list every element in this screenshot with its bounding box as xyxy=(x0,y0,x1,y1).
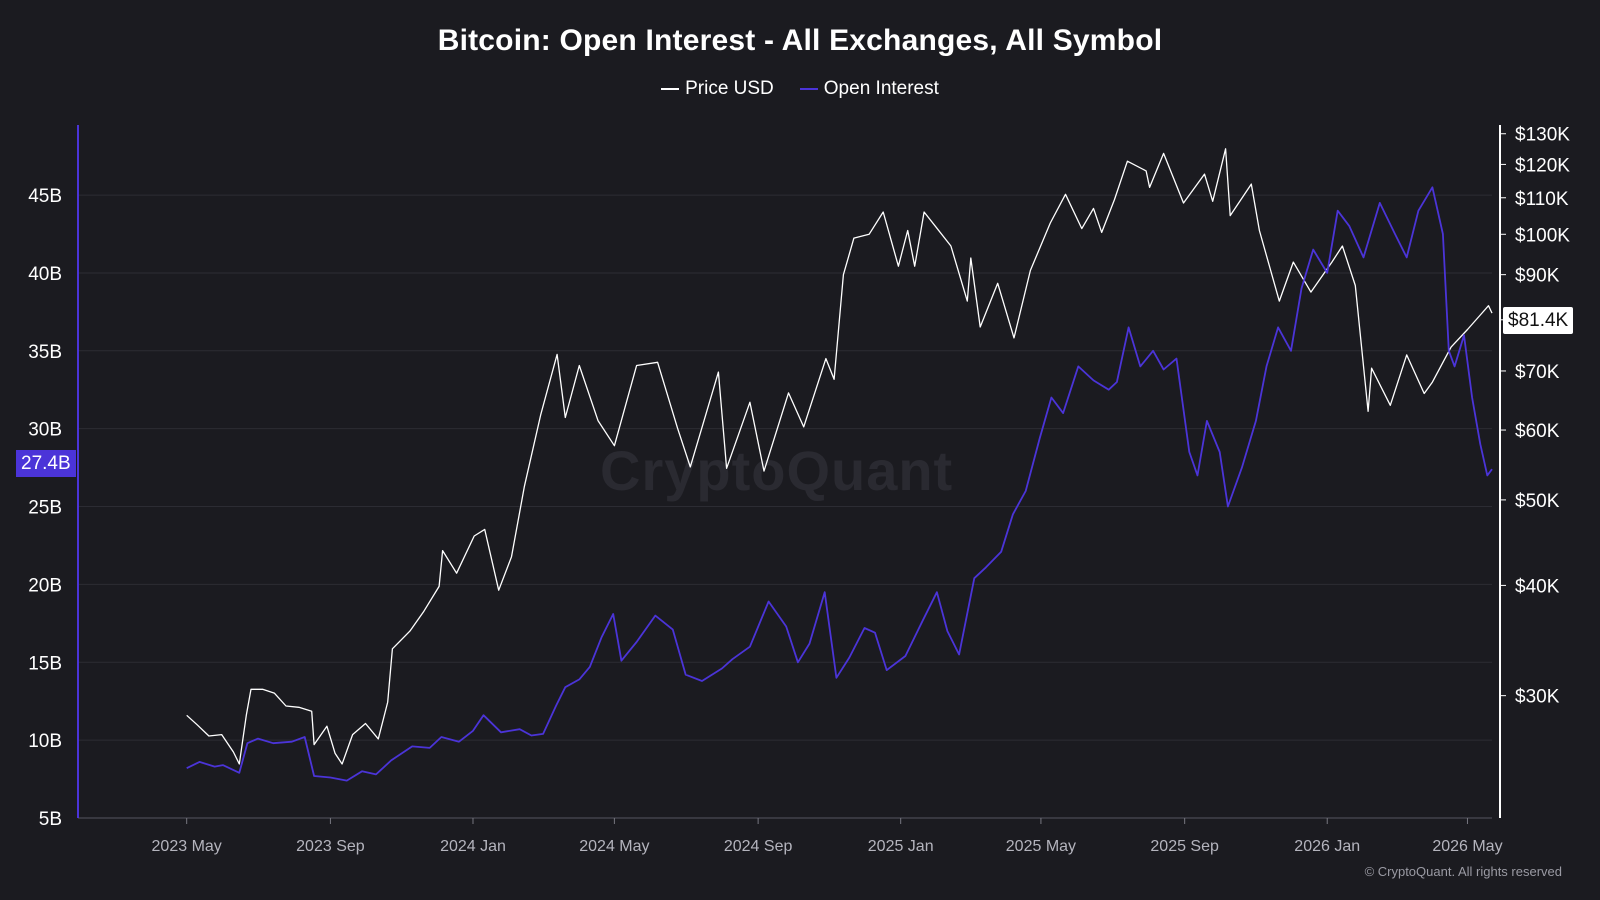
open-interest-line xyxy=(186,186,1493,782)
y-right-tick-label: $110K xyxy=(1515,189,1569,210)
chart-legend: Price USD Open Interest xyxy=(0,78,1600,100)
x-tick-label: 2025 Sep xyxy=(1150,838,1219,855)
grid-lines xyxy=(78,194,1492,819)
watermark: CryptoQuant xyxy=(600,439,954,502)
x-tick-label: 2025 May xyxy=(1006,838,1076,855)
y-right-axis: $30K$40K$50K$60K$70K$80K$90K$100K$110K$1… xyxy=(1499,125,1570,818)
x-tick-label: 2025 Jan xyxy=(868,838,934,855)
y-right-tick-label: $40K xyxy=(1515,576,1560,597)
x-tick-label: 2023 May xyxy=(152,838,222,855)
series-layer xyxy=(186,148,1493,782)
y-left-tick-label: 45B xyxy=(28,186,62,207)
y-right-tick-label: $100K xyxy=(1515,225,1570,246)
y-right-tick-label: $90K xyxy=(1515,266,1560,287)
legend-swatch-price xyxy=(661,88,680,90)
x-tick-label: 2023 Sep xyxy=(296,838,365,855)
y-right-tick-label: $30K xyxy=(1515,687,1560,708)
legend-item-open-interest[interactable]: Open Interest xyxy=(799,78,939,100)
chart-title: Bitcoin: Open Interest - All Exchanges, … xyxy=(437,24,1163,57)
y-left-tick-label: 30B xyxy=(28,420,62,441)
y-right-tick-label: $130K xyxy=(1515,125,1570,146)
x-tick-label: 2024 Jan xyxy=(440,838,506,855)
y-right-tick-label: $50K xyxy=(1515,491,1560,512)
y-left-tick-label: 5B xyxy=(39,809,62,830)
y-left-tick-label: 35B xyxy=(28,342,62,363)
y-left-tick-label: 10B xyxy=(28,731,62,752)
y-right-tick-label: $70K xyxy=(1515,362,1560,383)
legend-swatch-open-interest xyxy=(799,88,818,90)
x-tick-label: 2024 May xyxy=(579,838,649,855)
y-left-tick-label: 40B xyxy=(28,264,62,285)
y-right-tick-label: $120K xyxy=(1515,155,1570,176)
y-left-tick-label: 25B xyxy=(28,498,62,519)
price-usd-line xyxy=(186,148,1493,765)
y-right-tick-label: $60K xyxy=(1515,421,1560,442)
legend-item-price[interactable]: Price USD xyxy=(661,78,774,100)
y-left-axis: 5B 10B 15B 20B 25B 30B 35B 40B 45B xyxy=(28,125,79,830)
price-current-value: $81.4K xyxy=(1503,307,1574,334)
y-left-tick-label: 20B xyxy=(28,575,62,596)
legend-label-price: Price USD xyxy=(685,78,774,99)
x-tick-label: 2026 Jan xyxy=(1294,838,1360,855)
y-left-tick-label: 15B xyxy=(28,653,62,674)
legend-label-open-interest: Open Interest xyxy=(823,78,939,99)
x-tick-label: 2024 Sep xyxy=(724,838,793,855)
x-axis: 2023 May 2023 Sep 2024 Jan 2024 May 2024 Sep… xyxy=(78,817,1503,855)
x-tick-label: 2026 May xyxy=(1432,838,1502,855)
open-interest-current-value: 27.4B xyxy=(16,450,76,477)
copyright-credit: © CryptoQuant. All rights reserved xyxy=(1364,864,1562,879)
